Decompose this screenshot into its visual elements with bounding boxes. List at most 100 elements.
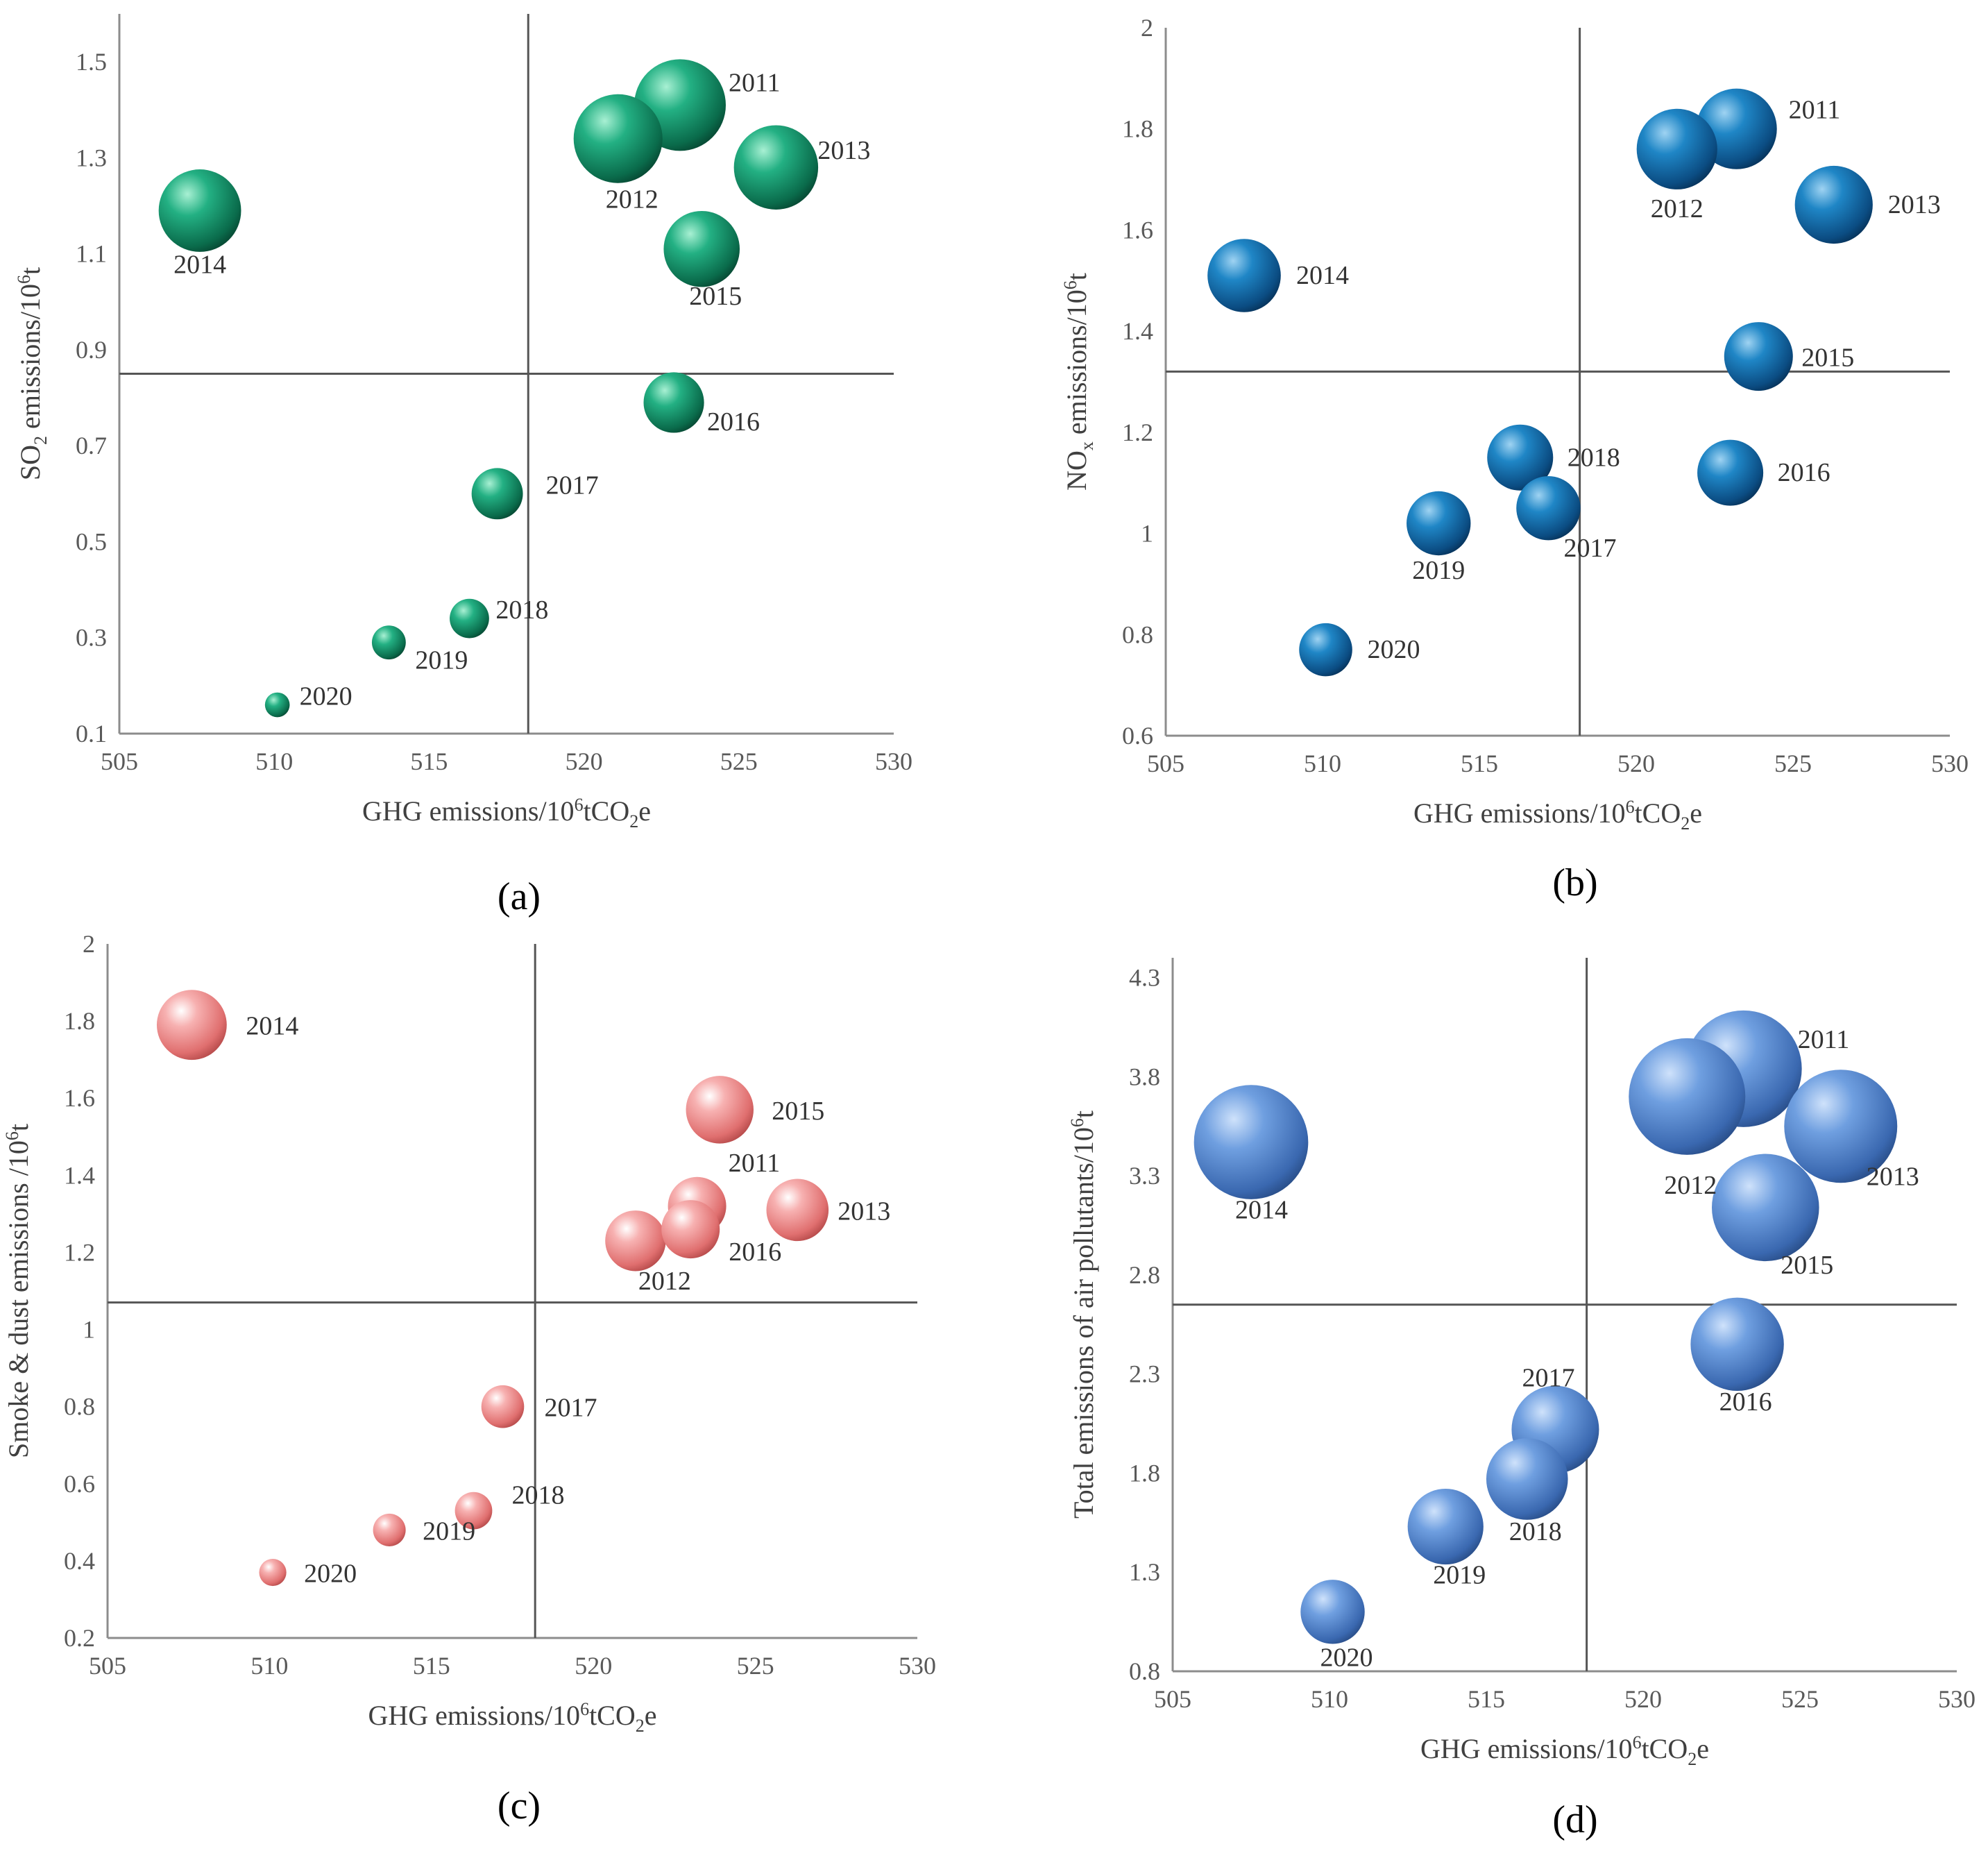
bubble-year-label: 2019: [1433, 1561, 1486, 1590]
bubble-point: [1407, 1488, 1484, 1565]
bubble-year-label: 2012: [606, 185, 659, 214]
bubble-point: [373, 1513, 406, 1546]
y-tick-label: 0.4: [64, 1547, 95, 1575]
bubble-year-label: 2015: [1801, 344, 1854, 373]
bubble-point: [264, 692, 290, 718]
bubble-year-label: 2014: [246, 1012, 298, 1041]
x-tick-label: 530: [1931, 750, 1969, 777]
x-tick-label: 515: [1461, 750, 1498, 777]
x-tick-label: 520: [1624, 1685, 1662, 1713]
bubble-point: [573, 94, 663, 183]
bubble-point: [481, 1385, 525, 1428]
bubble-point: [454, 1492, 493, 1530]
y-tick-label: 0.7: [76, 432, 107, 459]
y-tick-label: 2: [1141, 14, 1153, 42]
bubble-year-label: 2014: [173, 250, 226, 279]
bubble-year-label: 2016: [1719, 1387, 1772, 1417]
bubble-point: [1207, 239, 1281, 312]
x-tick-label: 515: [1468, 1685, 1505, 1713]
y-axis-label: Total emissions of air pollutants/106t: [1067, 1110, 1099, 1519]
bubble-year-label: 2020: [304, 1560, 357, 1589]
bubble-point: [371, 625, 406, 660]
y-tick-label: 0.8: [64, 1393, 95, 1421]
bubble-point: [1697, 439, 1764, 506]
x-tick-label: 505: [89, 1652, 126, 1680]
bubble-point: [156, 990, 227, 1061]
x-tick-label: 520: [1617, 750, 1655, 777]
bubble-year-label: 2011: [1798, 1025, 1850, 1054]
y-tick-label: 0.5: [76, 527, 107, 555]
bubble-point: [1724, 322, 1793, 391]
x-axis-label: GHG emissions/106tCO2e: [368, 1699, 656, 1736]
bubble-year-label: 2017: [1563, 534, 1616, 563]
x-axis-label: GHG emissions/106tCO2e: [1413, 797, 1702, 834]
bubble-year-label: 2017: [546, 471, 599, 500]
bubble-year-label: 2012: [1651, 194, 1704, 223]
y-tick-label: 2.3: [1129, 1360, 1160, 1388]
x-tick-label: 520: [575, 1652, 612, 1680]
panel-caption: (c): [498, 1784, 541, 1827]
bubble-year-label: 2017: [1522, 1364, 1574, 1393]
y-tick-label: 1: [1141, 520, 1153, 548]
bubble-point: [1407, 491, 1471, 556]
bubble-point: [1300, 1580, 1365, 1644]
y-tick-label: 0.2: [64, 1624, 95, 1652]
y-tick-label: 0.8: [1129, 1657, 1160, 1685]
bubble-point: [158, 169, 241, 252]
panel-b-chart: 505 510 515 520 525 530 0.6 0.8 1 1.2 1.4 1.6 1.8 2 GH…: [1060, 14, 1969, 904]
y-tick-label: 1.6: [64, 1084, 95, 1112]
bubble-point: [1629, 1038, 1746, 1155]
bubble-point: [643, 372, 704, 433]
y-tick-label: 1.8: [1122, 115, 1153, 143]
bubble-year-label: 2019: [1412, 556, 1465, 585]
x-tick-label: 525: [737, 1652, 774, 1680]
bubble-point: [766, 1179, 829, 1242]
y-tick-label: 4.3: [1129, 964, 1160, 992]
panel-a-chart: 505 510 515 520 525 530 0.1 0.3 0.5 0.7 0.9 1.1 1.3 1…: [14, 14, 912, 918]
y-tick-label: 1.3: [1129, 1558, 1160, 1586]
bubble-year-label: 2020: [1368, 635, 1420, 664]
bubble-year-label: 2016: [707, 407, 760, 437]
bubble-year-label: 2020: [300, 682, 352, 711]
y-tick-label: 1: [83, 1316, 95, 1344]
bubble-year-label: 2011: [729, 68, 781, 97]
y-tick-label: 1.2: [64, 1238, 95, 1266]
bubble-point: [1487, 424, 1554, 491]
y-tick-label: 3.3: [1129, 1162, 1160, 1190]
bubble-year-label: 2018: [495, 595, 548, 625]
bubble-year-label: 2011: [729, 1149, 781, 1178]
bubble-year-label: 2013: [817, 136, 870, 165]
y-tick-label: 1.1: [76, 240, 107, 268]
bubble-year-label: 2017: [544, 1394, 597, 1423]
bubble-point: [605, 1210, 666, 1272]
bubble-year-label: 2014: [1235, 1196, 1288, 1225]
bubble-point: [1193, 1085, 1309, 1199]
bubble-point: [471, 468, 523, 520]
bubble-year-label: 2011: [1789, 96, 1841, 125]
x-tick-label: 515: [410, 747, 448, 775]
bubble-point: [259, 1558, 287, 1587]
bubble-point: [1784, 1070, 1898, 1183]
y-tick-label: 1.6: [1122, 216, 1153, 244]
panel-c-chart: 505 510 515 520 525 530 0.2 0.4 0.6 0.8 1 1.2 1.4 1.6…: [2, 930, 936, 1827]
bubble-point: [686, 1076, 754, 1144]
x-tick-label: 515: [413, 1652, 450, 1680]
bubble-year-label: 2015: [1781, 1251, 1833, 1280]
bubble-year-label: 2015: [689, 282, 742, 311]
bubble-year-label: 2015: [772, 1097, 824, 1126]
bubble-point: [663, 210, 740, 287]
x-axis-label: GHG emissions/106tCO2e: [362, 795, 651, 831]
bubble-point: [661, 1200, 720, 1259]
bubble-year-label: 2018: [511, 1481, 564, 1510]
bubble-year-label: 2012: [638, 1267, 691, 1296]
bubble-point: [450, 598, 489, 639]
bubble-point: [1690, 1297, 1784, 1392]
bubble-year-label: 2020: [1320, 1643, 1373, 1672]
y-tick-label: 0.3: [76, 624, 107, 652]
panel-caption: (a): [498, 875, 541, 918]
y-tick-label: 2: [83, 930, 95, 958]
y-tick-label: 1.2: [1122, 419, 1153, 446]
y-axis-label: SO2 emissions/106t: [14, 267, 51, 480]
y-tick-label: 3.8: [1129, 1063, 1160, 1090]
